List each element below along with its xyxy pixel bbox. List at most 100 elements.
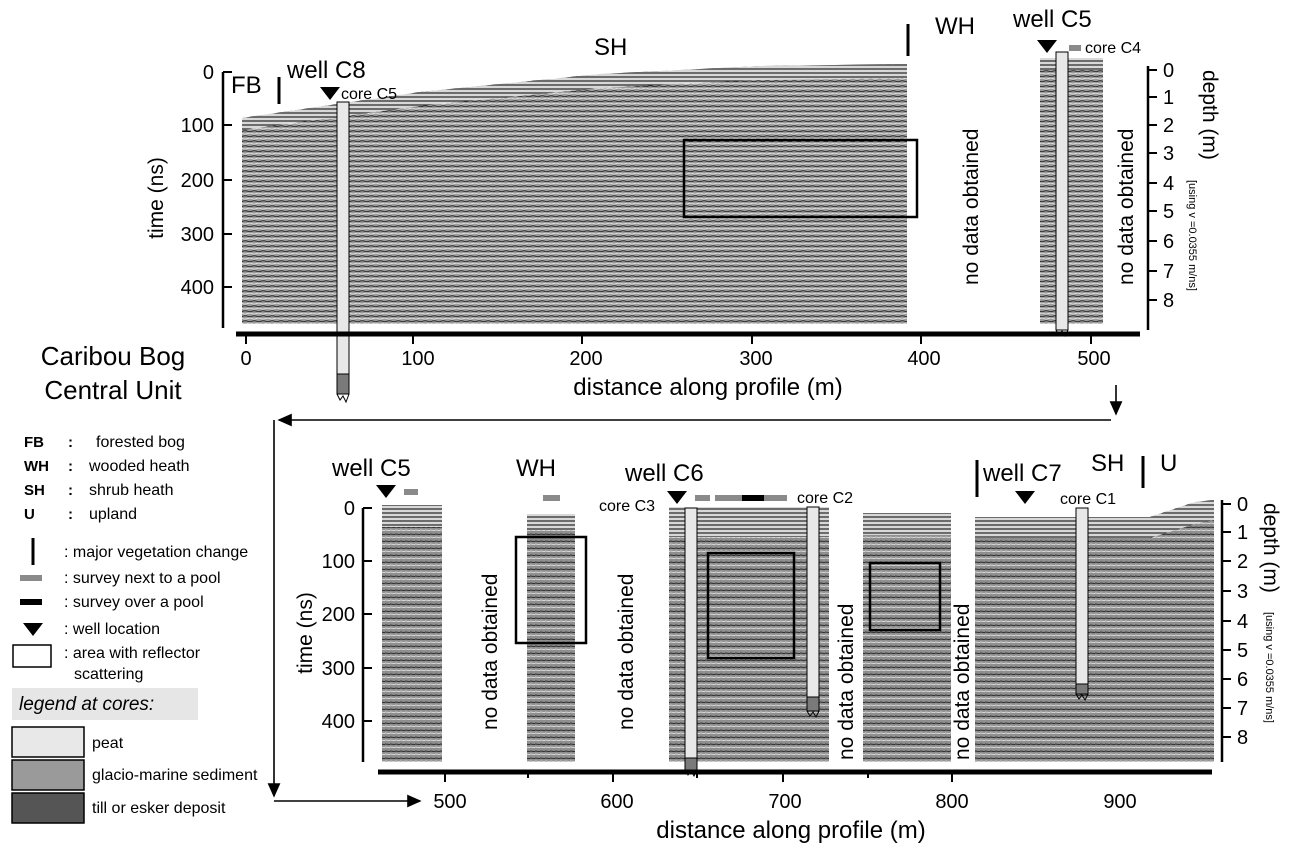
bottom-depth-ticks [1222, 503, 1231, 738]
top-distance-tick: 0 [240, 348, 251, 370]
top-distance-tick: 300 [739, 348, 772, 370]
core-c2-label: core C2 [797, 490, 853, 507]
legend-abbr-text: shrub heath [89, 482, 174, 499]
bottom-depth-tick: 1 [1237, 522, 1248, 544]
bottom-distance-tick: 500 [433, 791, 466, 813]
legend-well-label: : well location [64, 621, 160, 638]
legend-abbr-code: SH [24, 482, 45, 499]
top-depth-tick: 6 [1163, 231, 1174, 253]
bottom-surface-layer [382, 505, 442, 527]
top-nodata-wh-left: no data obtained [960, 129, 983, 285]
top-nodata-wh-right: no data obtained [1115, 129, 1138, 285]
well-c6-marker [667, 491, 687, 504]
legend-abbr-code: WH [24, 458, 49, 475]
bottom-time-tick: 0 [344, 498, 355, 520]
top-radargram-surface [242, 64, 907, 130]
legend-abbr-sep: : [68, 434, 73, 451]
legend-peat-label: peat [92, 735, 124, 752]
core-c1-base [1075, 693, 1089, 702]
legend-abbr-sep: : [68, 506, 73, 523]
core-c2-base [806, 710, 820, 719]
survey-next-pool-marker [1069, 45, 1081, 51]
legend-abbr-sep: : [68, 458, 73, 475]
legend-next-pool-label: : survey next to a pool [64, 570, 221, 587]
bottom-distance-tick: 600 [600, 791, 633, 813]
top-depth-note: [using v =0.0355 m/ns] [1186, 180, 1198, 291]
top-time-ticks [223, 71, 232, 288]
site-title: Caribou Bog Central Unit [41, 341, 186, 405]
legend-scatter-symbol [12, 644, 52, 668]
bottom-depth-tick: 7 [1237, 698, 1248, 720]
survey-over-pool-marker [742, 495, 764, 501]
panel-connector [267, 385, 1123, 808]
core-c3-peat [684, 507, 698, 759]
bottom-radargram-block [527, 514, 575, 762]
zone-label-u: U [1160, 450, 1177, 477]
top-depth-tick: 8 [1163, 290, 1174, 312]
bottom-time-tick: 400 [322, 711, 355, 733]
bottom-panel: 0 100 200 300 400 time (ns) 0 1 2 3 4 5 … [294, 450, 1282, 844]
top-depth-axis-label: depth (m) [1198, 70, 1221, 160]
well-c5-top-marker [1037, 40, 1057, 53]
well-c6-label: well C6 [624, 460, 704, 487]
well-c5-bottom-marker [376, 485, 396, 498]
top-radargram-wh-surface [1040, 58, 1103, 70]
bottom-nodata-label: no data obtained [615, 574, 638, 730]
top-distance-ticks [245, 334, 1092, 344]
bottom-time-axis-label: time (ns) [294, 592, 317, 674]
bottom-distance-tick: 800 [935, 791, 968, 813]
bottom-depth-note: [using v =0.0355 m/ns] [1263, 612, 1275, 723]
bottom-radargram-block [382, 505, 442, 762]
zone-label-fb: FB [231, 72, 262, 99]
top-panel: 0 100 200 300 400 time (ns) 0 1 2 3 4 5 … [145, 6, 1221, 404]
bottom-scatter-box [706, 551, 796, 660]
bottom-distance-axis-label: distance along profile (m) [656, 817, 925, 844]
survey-next-pool-marker [543, 495, 560, 501]
legend-veg-change-label: : major vegetation change [64, 544, 248, 561]
bottom-time-tick: 300 [322, 658, 355, 680]
top-distance-tick: 100 [401, 348, 434, 370]
legend-abbr-code: U [24, 506, 35, 523]
legend-abbr-text: upland [89, 506, 137, 523]
top-time-axis-label: time (ns) [145, 157, 168, 239]
legend-abbr-sep: : [68, 482, 73, 499]
bottom-depth-tick: 4 [1237, 611, 1248, 633]
legend-over-pool-symbol [20, 599, 42, 605]
core-c5-label: core C5 [341, 86, 397, 103]
top-time-tick: 200 [181, 170, 214, 192]
site-title-line1: Caribou Bog [41, 341, 186, 371]
legend-abbr-text: wooded heath [88, 458, 190, 475]
legend: FB : forested bog WH : wooded heath SH :… [11, 434, 258, 824]
top-depth-tick: 7 [1163, 261, 1174, 283]
top-distance-tick: 200 [569, 348, 602, 370]
well-c5-bottom-label: well C5 [331, 455, 411, 482]
top-time-tick: 0 [203, 62, 214, 84]
legend-till-swatch [11, 792, 85, 824]
legend-cores-box [12, 688, 198, 720]
legend-abbr-code: FB [24, 434, 44, 451]
well-c8-label: well C8 [286, 57, 366, 84]
zone-label-sh: SH [594, 34, 627, 61]
bottom-depth-tick: 6 [1237, 669, 1248, 691]
core-c2-peat [806, 506, 820, 698]
site-title-line2: Central Unit [44, 375, 182, 405]
bottom-depth-tick: 0 [1237, 494, 1248, 516]
survey-next-pool-marker [404, 489, 418, 495]
legend-next-pool-symbol [20, 575, 42, 581]
zone-label-wh: WH [935, 13, 975, 40]
top-distance-axis-label: distance along profile (m) [573, 374, 842, 401]
top-depth-tick: 3 [1163, 143, 1174, 165]
core-c1-peat [1075, 507, 1089, 685]
core-c2-glacio [806, 696, 820, 712]
legend-peat-swatch [11, 726, 85, 758]
well-c7-marker [1015, 491, 1035, 504]
bottom-time-ticks [363, 507, 372, 722]
top-depth-tick: 4 [1163, 173, 1174, 195]
core-c4-peat [1055, 51, 1069, 331]
bottom-surface-layer [863, 513, 951, 535]
bottom-depth-tick: 8 [1237, 727, 1248, 749]
zone-label-wh-bottom: WH [516, 455, 556, 482]
bottom-nodata-label: no data obtained [835, 604, 858, 760]
top-depth-tick: 5 [1163, 201, 1174, 223]
bottom-surface-layer [527, 514, 575, 530]
